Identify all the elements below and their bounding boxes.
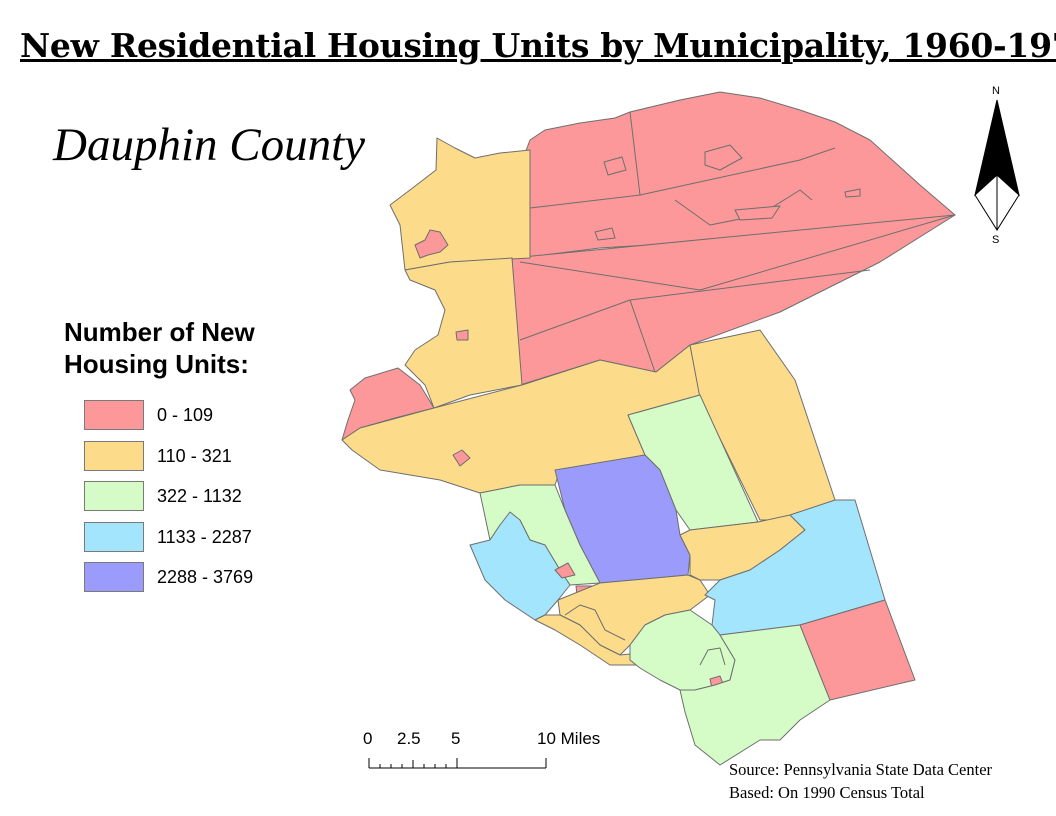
scale-bar — [368, 758, 547, 769]
legend-label: 2288 - 3769 — [157, 566, 254, 587]
map-title: New Residential Housing Units by Municip… — [20, 26, 1056, 65]
municipality-west-upper — [389, 137, 531, 271]
source-line1: Source: Pennsylvania State Data Center — [729, 760, 993, 779]
legend-item: 1133 - 2287 — [84, 520, 252, 554]
south-label: S — [992, 234, 1000, 246]
municipality-green-southeast — [679, 624, 831, 766]
borough-north-1 — [603, 156, 627, 176]
source-note: Source: Pennsylvania State Data Center B… — [729, 758, 992, 804]
legend-title-line2: Housing Units: — [64, 349, 249, 379]
north-arrow — [974, 99, 1020, 231]
boundary-line — [519, 111, 956, 373]
legend-label: 110 - 321 — [157, 445, 232, 466]
north-label: N — [992, 85, 1000, 97]
borough-west-2 — [455, 329, 469, 341]
legend-label: 0 - 109 — [157, 404, 214, 425]
legend-title-line1: Number of New — [64, 317, 255, 347]
boundary-line — [564, 604, 626, 641]
municipality-red-southeast — [799, 599, 916, 701]
legend-swatch — [84, 562, 144, 592]
legend-item: 110 - 321 — [84, 439, 232, 473]
legend: Number of New Housing Units: 0 - 109 110… — [64, 316, 304, 592]
legend-item: 2288 - 3769 — [84, 560, 253, 594]
borough-north-4 — [594, 227, 616, 241]
legend-swatch — [84, 522, 144, 552]
legend-swatch — [84, 481, 144, 511]
borough-north-2 — [704, 144, 743, 171]
scale-label: 10 Miles — [537, 729, 601, 748]
boundary-line — [699, 647, 726, 666]
legend-swatch — [84, 441, 144, 471]
scale-label: 0 — [363, 729, 373, 748]
municipality-north-upper — [514, 91, 956, 259]
county-label: Dauphin County — [53, 119, 366, 171]
legend-item: 0 - 109 — [84, 398, 213, 432]
scale-label: 5 — [451, 729, 461, 748]
borough-north-3 — [734, 205, 781, 221]
legend-label: 322 - 1132 — [157, 485, 242, 506]
legend-swatch — [84, 400, 144, 430]
legend-title: Number of New Housing Units: — [64, 316, 304, 380]
source-line2: Based: On 1990 Census Total — [729, 783, 925, 802]
borough-south-1 — [554, 562, 576, 579]
legend-label: 1133 - 2287 — [157, 526, 252, 547]
scale-label: 2.5 — [397, 729, 421, 748]
legend-item: 322 - 1132 — [84, 479, 242, 513]
borough-north-5 — [844, 188, 861, 198]
borough-central-1 — [452, 449, 471, 467]
borough-west-1 — [414, 229, 449, 259]
